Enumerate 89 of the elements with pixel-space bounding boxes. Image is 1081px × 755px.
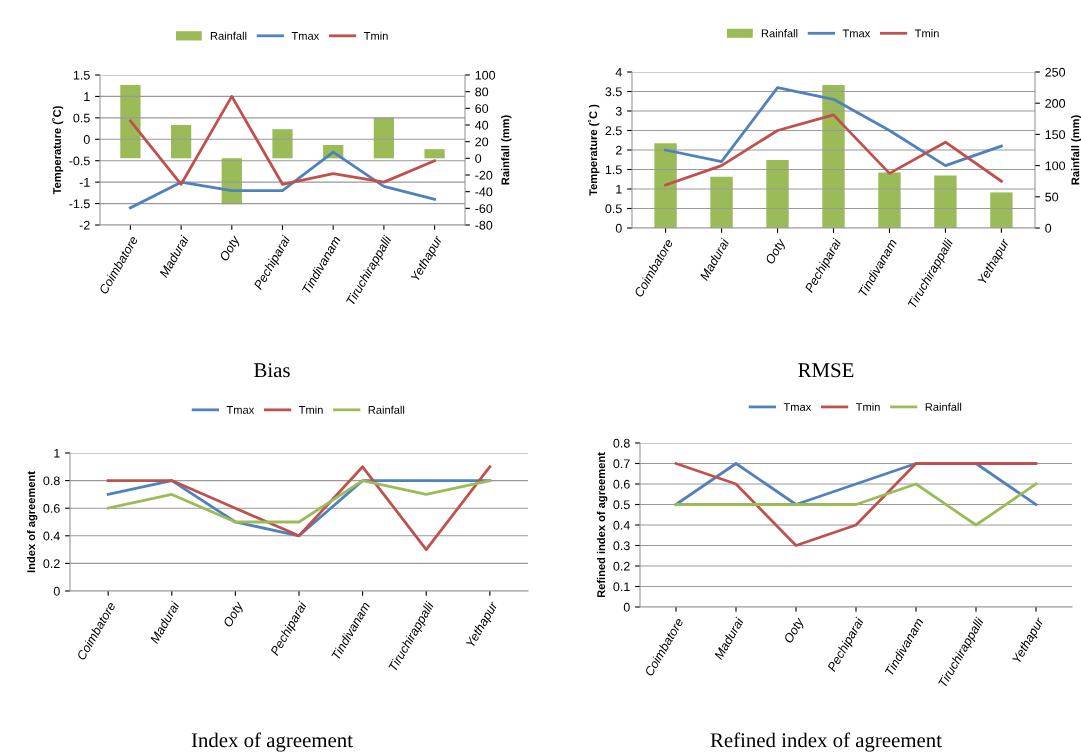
y2-tick-label: 80 bbox=[475, 87, 489, 97]
y-tick-label: 1.5 bbox=[605, 165, 622, 175]
y-tick-label: 0.4 bbox=[613, 520, 630, 530]
y-axis-title: Temperature (˚C ) bbox=[588, 104, 600, 196]
bar bbox=[120, 85, 141, 159]
y-tick-label: -2 bbox=[79, 220, 90, 230]
y-tick-label: 0.8 bbox=[613, 438, 630, 448]
legend-label: Rainfall bbox=[761, 29, 798, 38]
y-axis-title: Temperature (˚C) bbox=[51, 106, 64, 195]
y2-tick-label: 20 bbox=[475, 137, 489, 147]
bar bbox=[710, 176, 733, 228]
y2-tick-label: 200 bbox=[1045, 99, 1066, 108]
line-series bbox=[674, 462, 1038, 547]
bar bbox=[272, 129, 293, 159]
y2-tick-label: -80 bbox=[475, 220, 493, 230]
y2-tick-label: 0 bbox=[1045, 223, 1052, 233]
y-tick-label: 0.2 bbox=[613, 561, 630, 571]
y-tick-label: 2 bbox=[615, 145, 622, 155]
line-series bbox=[664, 113, 1003, 187]
line-series bbox=[106, 465, 492, 551]
y-tick-label: 0.5 bbox=[73, 113, 90, 123]
y-tick-label: 0.6 bbox=[613, 479, 630, 489]
legend-label: Tmin bbox=[914, 29, 939, 38]
y2-tick-label: 40 bbox=[475, 120, 489, 130]
line-series bbox=[664, 86, 1003, 167]
bar bbox=[766, 159, 789, 228]
y-tick-label: -0.5 bbox=[69, 156, 90, 166]
y2-tick-label: 150 bbox=[1045, 130, 1066, 140]
y-tick-label: -1 bbox=[79, 178, 90, 187]
y-tick-label: 1 bbox=[616, 184, 622, 194]
y-tick-label: 0.5 bbox=[605, 204, 622, 214]
y2-tick-label: 100 bbox=[1045, 161, 1066, 171]
y2-tick-label: -40 bbox=[475, 187, 493, 197]
bar bbox=[990, 192, 1013, 228]
y-tick-label: 0.4 bbox=[43, 531, 60, 541]
legend-label: Tmin bbox=[298, 405, 323, 414]
y-tick-label: 1 bbox=[84, 92, 90, 101]
y-tick-label: 0 bbox=[623, 602, 630, 612]
y-tick-label: 0 bbox=[615, 223, 622, 233]
y2-tick-label: 50 bbox=[1045, 192, 1059, 202]
y-tick-label: 3 bbox=[615, 106, 622, 116]
y-axis-title: Index of agreement bbox=[26, 471, 38, 573]
bar bbox=[424, 149, 445, 159]
y-tick-label: 0.5 bbox=[613, 500, 630, 510]
y2-tick-label: 100 bbox=[475, 70, 496, 80]
y-tick-label: -1.5 bbox=[69, 199, 90, 209]
y2-tick-label: -20 bbox=[475, 170, 493, 180]
line-series bbox=[129, 150, 436, 210]
y-tick-label: 0.3 bbox=[613, 541, 630, 551]
y2-axis-title: Rainfall (mm) bbox=[1071, 115, 1081, 185]
y-axis-title: Refined index of agreement bbox=[596, 452, 608, 598]
legend-label: Tmin bbox=[363, 31, 388, 40]
y-tick-label: 0.6 bbox=[43, 504, 60, 513]
bar bbox=[878, 172, 901, 228]
bar bbox=[373, 117, 395, 159]
bar bbox=[170, 125, 192, 159]
y-tick-label: 0 bbox=[83, 135, 90, 144]
line-series bbox=[106, 479, 492, 524]
text: RMSE bbox=[798, 363, 854, 378]
legend-label: Tmax bbox=[226, 406, 255, 414]
y2-tick-label: -60 bbox=[475, 204, 493, 213]
legend-label: Rainfall bbox=[368, 405, 405, 414]
text: Bias bbox=[254, 363, 290, 378]
y2-tick-label: 0 bbox=[475, 154, 482, 163]
legend-label: Tmin bbox=[855, 402, 880, 411]
legend-label: Tmax bbox=[842, 29, 871, 38]
bar bbox=[934, 175, 957, 228]
y-tick-label: 3.5 bbox=[605, 87, 622, 97]
y-tick-label: 0 bbox=[53, 586, 60, 596]
legend-label: Tmax bbox=[291, 32, 320, 40]
text: Index of agreement bbox=[191, 732, 353, 752]
bar bbox=[654, 143, 677, 228]
y-tick-label: 4 bbox=[615, 67, 622, 77]
y-tick-label: 0.1 bbox=[613, 582, 630, 592]
y2-axis-title: Rainfall (mm) bbox=[501, 115, 512, 185]
y2-tick-label: 250 bbox=[1045, 67, 1066, 77]
y-tick-label: 1 bbox=[54, 448, 60, 458]
text: Refined index of agreement bbox=[710, 732, 942, 752]
y-tick-label: 0.2 bbox=[43, 559, 60, 569]
legend-label: Rainfall bbox=[210, 31, 247, 40]
legend-label: Tmax bbox=[783, 403, 812, 411]
y-tick-label: 1.5 bbox=[73, 70, 90, 80]
y-tick-label: 0.7 bbox=[613, 459, 630, 469]
legend-label: Rainfall bbox=[925, 402, 962, 411]
bar bbox=[822, 85, 845, 228]
y-tick-label: 0.8 bbox=[43, 476, 60, 486]
y2-tick-label: 60 bbox=[475, 104, 489, 113]
line-series bbox=[129, 95, 436, 186]
y-tick-label: 2.5 bbox=[605, 126, 622, 136]
